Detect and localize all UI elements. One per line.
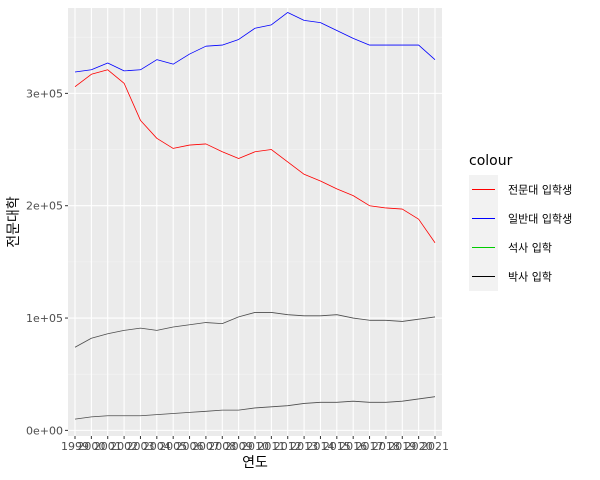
x-tick-label: 2021 (421, 440, 449, 453)
x-tick-label: 2008 (208, 440, 236, 453)
x-tick-label: 2015 (323, 440, 351, 453)
x-tick-label: 2018 (372, 440, 400, 453)
x-tick-label: 2011 (257, 440, 285, 453)
x-tick-label: 2010 (241, 440, 269, 453)
x-axis: 1999200020012002200320042005200620072008… (61, 436, 449, 453)
x-tick-label: 1999 (61, 440, 89, 453)
legend-title: colour (469, 153, 513, 169)
x-tick-label: 2004 (143, 440, 171, 453)
series-lines (74, 12, 436, 420)
x-tick-label: 2012 (274, 440, 302, 453)
y-tick-label: 3e+05 (26, 87, 63, 100)
x-tick-label: 2020 (405, 440, 433, 453)
major-gridlines (68, 8, 442, 436)
x-tick-label: 2003 (126, 440, 154, 453)
series-line-2 (74, 12, 436, 73)
x-axis-title: 연도 (242, 455, 268, 471)
legend-label: 일반대 입학생 (508, 212, 572, 226)
x-tick-label: 2006 (176, 440, 204, 453)
y-tick-label: 1e+05 (26, 312, 63, 325)
legend-label: 전문대 입학생 (508, 184, 572, 197)
x-tick-label: 2007 (192, 440, 220, 453)
x-tick-label: 2005 (159, 440, 187, 453)
y-tick-label: 2e+05 (26, 200, 63, 213)
x-tick-label: 2013 (290, 440, 318, 453)
x-tick-label: 2014 (306, 440, 334, 453)
series-line-3 (74, 312, 436, 348)
x-tick-label: 2009 (225, 440, 253, 453)
series-line-4 (74, 396, 436, 420)
y-axis: 0e+00 1e+05 2e+05 3e+05 (26, 87, 68, 437)
x-tick-label: 2002 (110, 440, 138, 453)
y-axis-title: 전문대학 (6, 196, 22, 248)
legend-label: 박사 입학 (508, 271, 552, 284)
legend-label: 석사 입학 (508, 242, 552, 255)
x-tick-label: 2019 (388, 440, 416, 453)
x-tick-label: 2000 (77, 440, 105, 453)
series-line-1 (74, 69, 436, 244)
x-tick-label: 2016 (339, 440, 367, 453)
y-tick-label: 0e+00 (26, 424, 63, 437)
x-tick-label: 2001 (94, 440, 122, 453)
x-tick-label: 2017 (356, 440, 384, 453)
